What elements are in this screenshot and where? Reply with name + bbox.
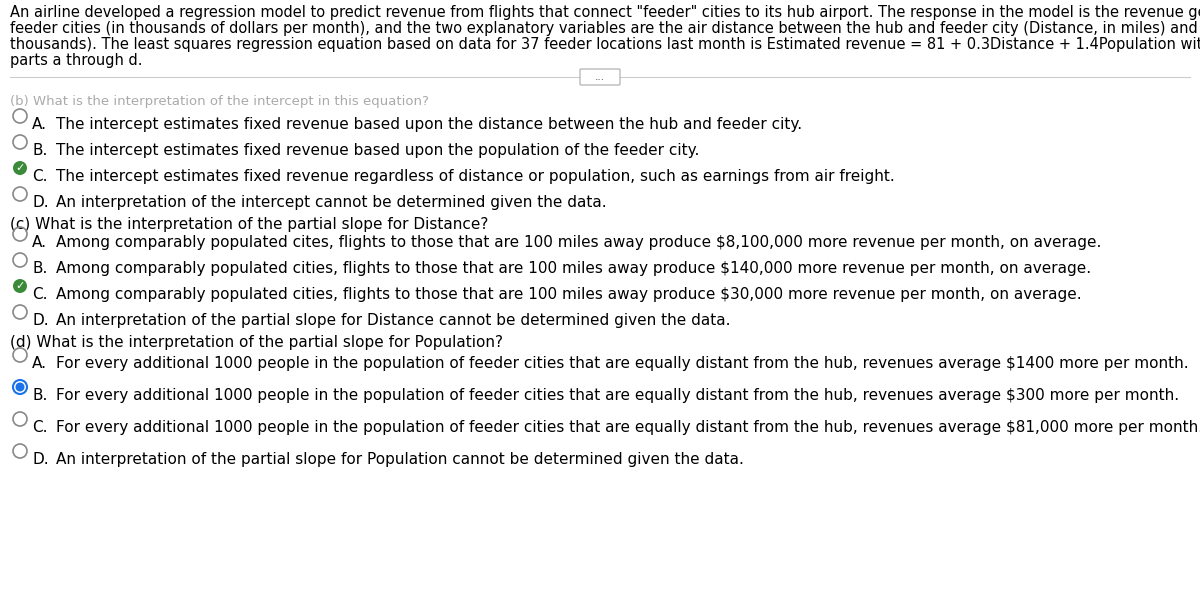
Text: For every additional 1000 people in the population of feeder cities that are equ: For every additional 1000 people in the … bbox=[56, 356, 1189, 371]
Text: Among comparably populated cites, flights to those that are 100 miles away produ: Among comparably populated cites, flight… bbox=[56, 235, 1102, 250]
Text: The intercept estimates fixed revenue based upon the population of the feeder ci: The intercept estimates fixed revenue ba… bbox=[56, 143, 700, 158]
Circle shape bbox=[13, 161, 28, 175]
Text: B.: B. bbox=[32, 143, 47, 158]
FancyBboxPatch shape bbox=[580, 69, 620, 85]
Text: (d) What is the interpretation of the partial slope for Population?: (d) What is the interpretation of the pa… bbox=[10, 335, 503, 350]
Text: An interpretation of the partial slope for Distance cannot be determined given t: An interpretation of the partial slope f… bbox=[56, 313, 731, 328]
Text: D.: D. bbox=[32, 195, 49, 210]
Text: D.: D. bbox=[32, 452, 49, 467]
Text: (c) What is the interpretation of the partial slope for Distance?: (c) What is the interpretation of the pa… bbox=[10, 217, 488, 232]
Text: An airline developed a regression model to predict revenue from flights that con: An airline developed a regression model … bbox=[10, 5, 1200, 20]
Text: Among comparably populated cities, flights to those that are 100 miles away prod: Among comparably populated cities, fligh… bbox=[56, 261, 1091, 276]
Text: C.: C. bbox=[32, 287, 48, 302]
Text: B.: B. bbox=[32, 388, 47, 403]
Text: Among comparably populated cities, flights to those that are 100 miles away prod: Among comparably populated cities, fligh… bbox=[56, 287, 1081, 302]
Text: ✓: ✓ bbox=[16, 163, 25, 173]
Text: A.: A. bbox=[32, 117, 47, 132]
Circle shape bbox=[13, 279, 28, 293]
Text: thousands). The least squares regression equation based on data for 37 feeder lo: thousands). The least squares regression… bbox=[10, 37, 1200, 52]
Text: C.: C. bbox=[32, 420, 48, 435]
Text: A.: A. bbox=[32, 235, 47, 250]
Text: feeder cities (in thousands of dollars per month), and the two explanatory varia: feeder cities (in thousands of dollars p… bbox=[10, 21, 1200, 36]
Text: An interpretation of the intercept cannot be determined given the data.: An interpretation of the intercept canno… bbox=[56, 195, 607, 210]
Text: ...: ... bbox=[595, 72, 605, 82]
Text: For every additional 1000 people in the population of feeder cities that are equ: For every additional 1000 people in the … bbox=[56, 388, 1180, 403]
Text: The intercept estimates fixed revenue regardless of distance or population, such: The intercept estimates fixed revenue re… bbox=[56, 169, 895, 184]
Text: parts a through d.: parts a through d. bbox=[10, 53, 143, 68]
Circle shape bbox=[16, 383, 24, 392]
Text: The intercept estimates fixed revenue based upon the distance between the hub an: The intercept estimates fixed revenue ba… bbox=[56, 117, 802, 132]
Text: D.: D. bbox=[32, 313, 49, 328]
Text: C.: C. bbox=[32, 169, 48, 184]
Text: B.: B. bbox=[32, 261, 47, 276]
Text: ✓: ✓ bbox=[16, 281, 25, 291]
Text: (b) What is the interpretation of the intercept in this equation?: (b) What is the interpretation of the in… bbox=[10, 95, 428, 108]
Text: A.: A. bbox=[32, 356, 47, 371]
Text: For every additional 1000 people in the population of feeder cities that are equ: For every additional 1000 people in the … bbox=[56, 420, 1200, 435]
Text: An interpretation of the partial slope for Population cannot be determined given: An interpretation of the partial slope f… bbox=[56, 452, 744, 467]
